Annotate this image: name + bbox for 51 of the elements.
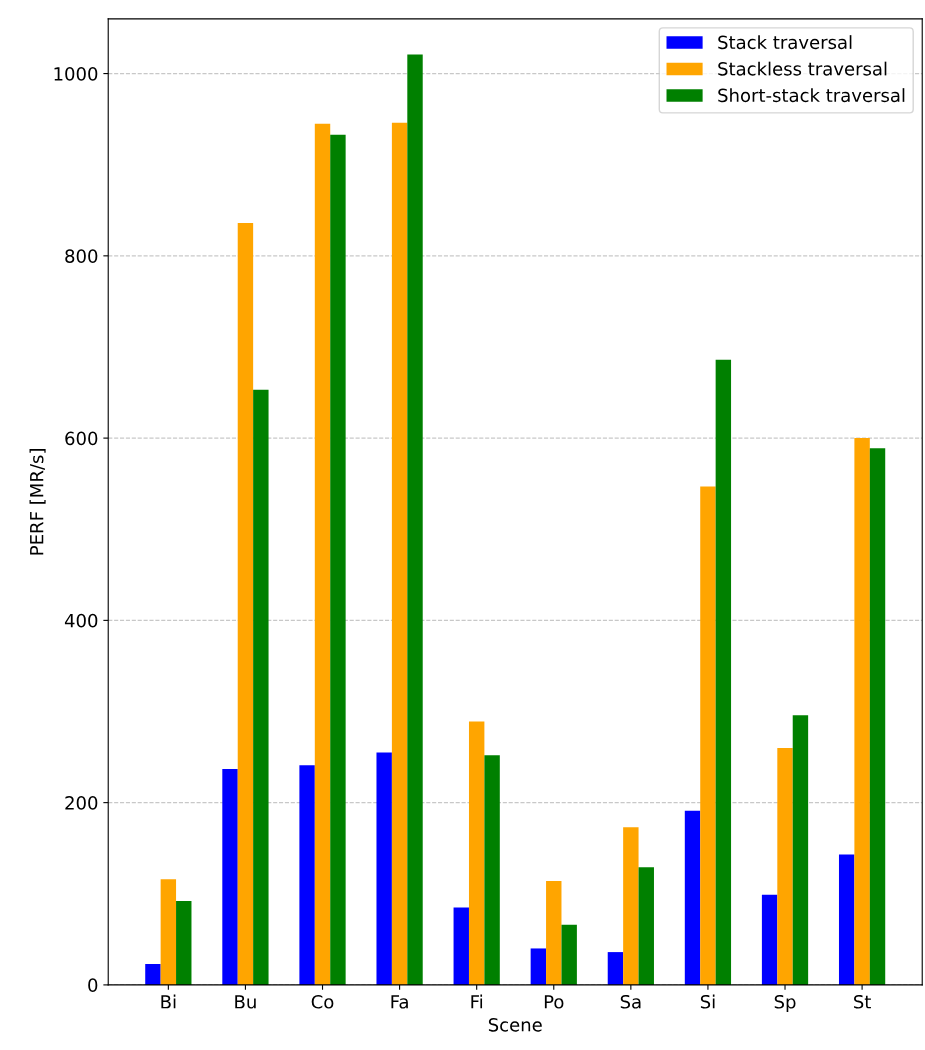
x-tick-label: Fi xyxy=(471,994,483,1009)
y-tick-label: 800 xyxy=(65,249,98,263)
bar xyxy=(484,755,500,985)
bar xyxy=(684,810,701,985)
bar xyxy=(160,879,177,985)
bar xyxy=(314,123,331,985)
bar xyxy=(299,765,315,985)
y-axis-title: PERF [MR/s] xyxy=(29,449,46,555)
x-tick-label: Bi xyxy=(161,994,176,1009)
bar xyxy=(869,448,886,985)
bar xyxy=(792,715,809,985)
x-tick-label: Co xyxy=(311,994,334,1009)
x-tick-label: Sp xyxy=(774,994,796,1013)
bar xyxy=(838,854,855,985)
legend-label: Stack traversal xyxy=(718,35,852,50)
y-tick-label: 0 xyxy=(88,978,98,993)
bar xyxy=(700,486,716,985)
y-tick-label: 400 xyxy=(64,613,98,628)
x-tick-label: Bu xyxy=(235,995,256,1009)
x-axis-title: Scene xyxy=(488,1017,542,1032)
bar xyxy=(391,122,408,985)
x-tick-label: Si xyxy=(700,994,715,1009)
x-tick-label: Po xyxy=(544,995,564,1009)
y-tick-label: 600 xyxy=(65,431,98,446)
x-tick-label: St xyxy=(854,994,871,1009)
bar xyxy=(854,438,870,985)
bar xyxy=(607,952,624,985)
bar xyxy=(453,907,469,985)
y-tick-label: 1000 xyxy=(54,67,98,81)
bar xyxy=(777,747,793,985)
bar xyxy=(715,359,732,985)
bar xyxy=(407,54,423,985)
bar xyxy=(222,768,238,985)
bar xyxy=(253,389,269,985)
y-tick-label: 200 xyxy=(65,796,98,810)
legend-label: Short-stack traversal xyxy=(718,88,905,103)
bar xyxy=(623,827,639,985)
bar xyxy=(376,752,392,985)
bar xyxy=(176,901,192,985)
legend-label: Stackless traversal xyxy=(718,61,887,76)
x-tick-label: Sa xyxy=(620,994,641,1009)
bar xyxy=(546,881,562,985)
bar xyxy=(145,963,161,985)
bar xyxy=(638,867,654,985)
bar xyxy=(561,924,577,985)
bar xyxy=(330,134,346,985)
bar xyxy=(468,721,485,985)
bar xyxy=(761,894,778,985)
x-tick-label: Fa xyxy=(391,995,408,1009)
bar xyxy=(237,223,254,985)
bar xyxy=(530,948,547,985)
